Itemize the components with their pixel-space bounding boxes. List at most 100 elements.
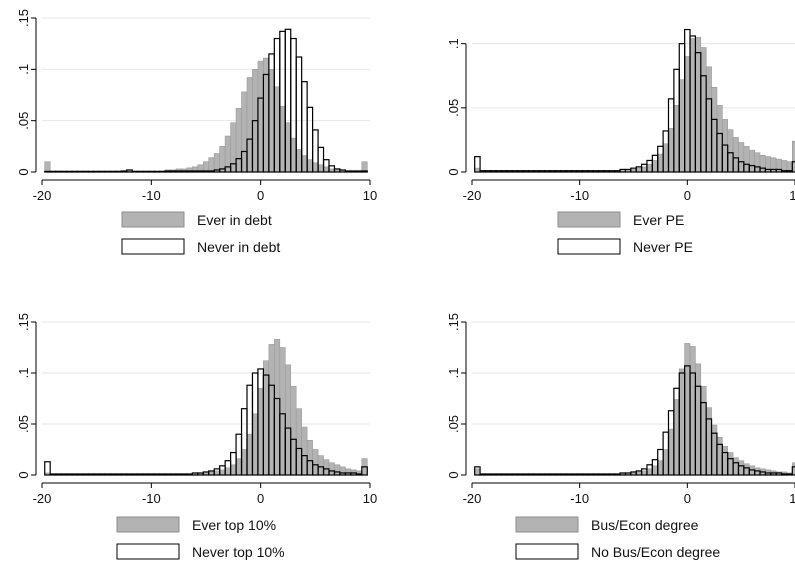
bar-outline: [791, 466, 795, 476]
bar-outline: [148, 473, 155, 476]
x-tick-label: -10: [570, 491, 589, 506]
bar-filled: [252, 413, 259, 476]
bar-filled: [727, 452, 734, 476]
bar-outline: [169, 473, 177, 476]
bar-outline: [175, 170, 183, 173]
bar-outline: [484, 473, 492, 476]
bar-filled: [695, 363, 702, 476]
bar-outline: [60, 473, 68, 476]
legend-label: Never top 10%: [192, 544, 285, 560]
bar-filled: [323, 166, 330, 173]
bar-outline: [490, 473, 497, 476]
bar-filled: [759, 155, 766, 173]
bar-filled: [306, 159, 313, 173]
bar-filled: [295, 408, 302, 476]
histogram-panel-3: 0 .05 .1 .15 -20 -10 0 10 Ever top 10% Never top …: [16, 313, 377, 560]
y-tick-label: .15: [446, 313, 461, 331]
bar-outline: [44, 461, 51, 476]
bar-filled: [235, 458, 242, 476]
y-tick-label: 0: [446, 471, 461, 478]
y-tick-label: .05: [446, 415, 461, 433]
legend-label: Never PE: [633, 239, 693, 255]
x-tick-label: 10: [363, 491, 377, 506]
x-tick-label: -20: [463, 491, 482, 506]
bar-outline: [592, 473, 600, 476]
bar-outline: [87, 473, 95, 476]
y-tick-label: .1: [446, 368, 461, 379]
bar-outline: [587, 473, 594, 476]
bar-outline: [495, 473, 503, 476]
bar-filled: [700, 385, 707, 476]
y-tick-label: 0: [16, 168, 31, 175]
bar-filled: [716, 436, 723, 476]
legend-swatch: [116, 543, 180, 560]
bar-outline: [55, 473, 62, 476]
bar-filled: [323, 459, 330, 476]
bar-outline: [71, 473, 79, 476]
bar-outline: [55, 170, 62, 173]
bar-outline: [120, 473, 128, 476]
bar-outline: [142, 170, 150, 173]
bar-filled: [727, 129, 734, 173]
legend-label: Bus/Econ degree: [591, 517, 699, 533]
bar-outline: [197, 170, 204, 173]
bar-filled: [257, 387, 264, 476]
bar-filled: [792, 140, 795, 173]
bar-outline: [49, 170, 57, 173]
bar-outline: [120, 170, 128, 173]
bar-filled: [345, 468, 352, 476]
bar-filled: [279, 105, 286, 173]
bar-filled: [224, 467, 231, 476]
bar-outline: [65, 170, 73, 173]
bar-outline: [87, 170, 95, 173]
bar-filled: [743, 146, 750, 173]
bar-outline: [104, 473, 111, 476]
bar-outline: [597, 473, 605, 476]
bar-outline: [780, 473, 788, 476]
bar-outline: [350, 170, 357, 173]
y-tick-label: .05: [446, 99, 461, 117]
bar-outline: [791, 161, 795, 173]
legend-swatch: [557, 211, 621, 228]
bar-outline: [533, 473, 540, 476]
bar-outline: [158, 473, 166, 476]
bar-outline: [153, 170, 161, 173]
bar-filled: [705, 407, 712, 476]
bar-outline: [164, 170, 172, 173]
bar-filled: [274, 86, 281, 173]
legend-swatch: [557, 238, 621, 255]
bar-outline: [554, 473, 562, 476]
y-tick-label: .1: [16, 64, 31, 75]
legend-swatch: [515, 543, 579, 560]
bar-filled: [213, 470, 220, 476]
bar-outline: [60, 170, 68, 173]
bar-outline: [76, 170, 84, 173]
bar-outline: [180, 473, 188, 476]
legend-label: No Bus/Econ degree: [591, 544, 720, 560]
y-tick-label: .1: [446, 38, 461, 49]
y-tick-label: 0: [16, 471, 31, 478]
bar-outline: [549, 473, 557, 476]
bar-filled: [689, 346, 696, 476]
bar-outline: [501, 473, 508, 476]
bar-filled: [339, 466, 346, 476]
bar-filled: [668, 128, 675, 173]
legend-label: Never in debt: [197, 239, 280, 255]
bar-outline: [355, 473, 363, 476]
bar-outline: [137, 170, 144, 173]
bar-filled: [668, 428, 675, 476]
bar-filled: [678, 368, 685, 476]
bar-outline: [186, 170, 193, 173]
x-tick-label: 10: [363, 188, 377, 203]
legend-swatch: [116, 516, 180, 533]
bar-filled: [257, 60, 264, 173]
bar-outline: [164, 473, 172, 476]
x-tick-label: 0: [684, 491, 691, 506]
bar-filled: [673, 104, 680, 173]
bar-outline: [131, 473, 139, 476]
legend-label: Ever in debt: [197, 212, 272, 228]
bar-outline: [109, 170, 117, 173]
bar-filled: [684, 343, 691, 476]
bar-filled: [646, 164, 653, 173]
